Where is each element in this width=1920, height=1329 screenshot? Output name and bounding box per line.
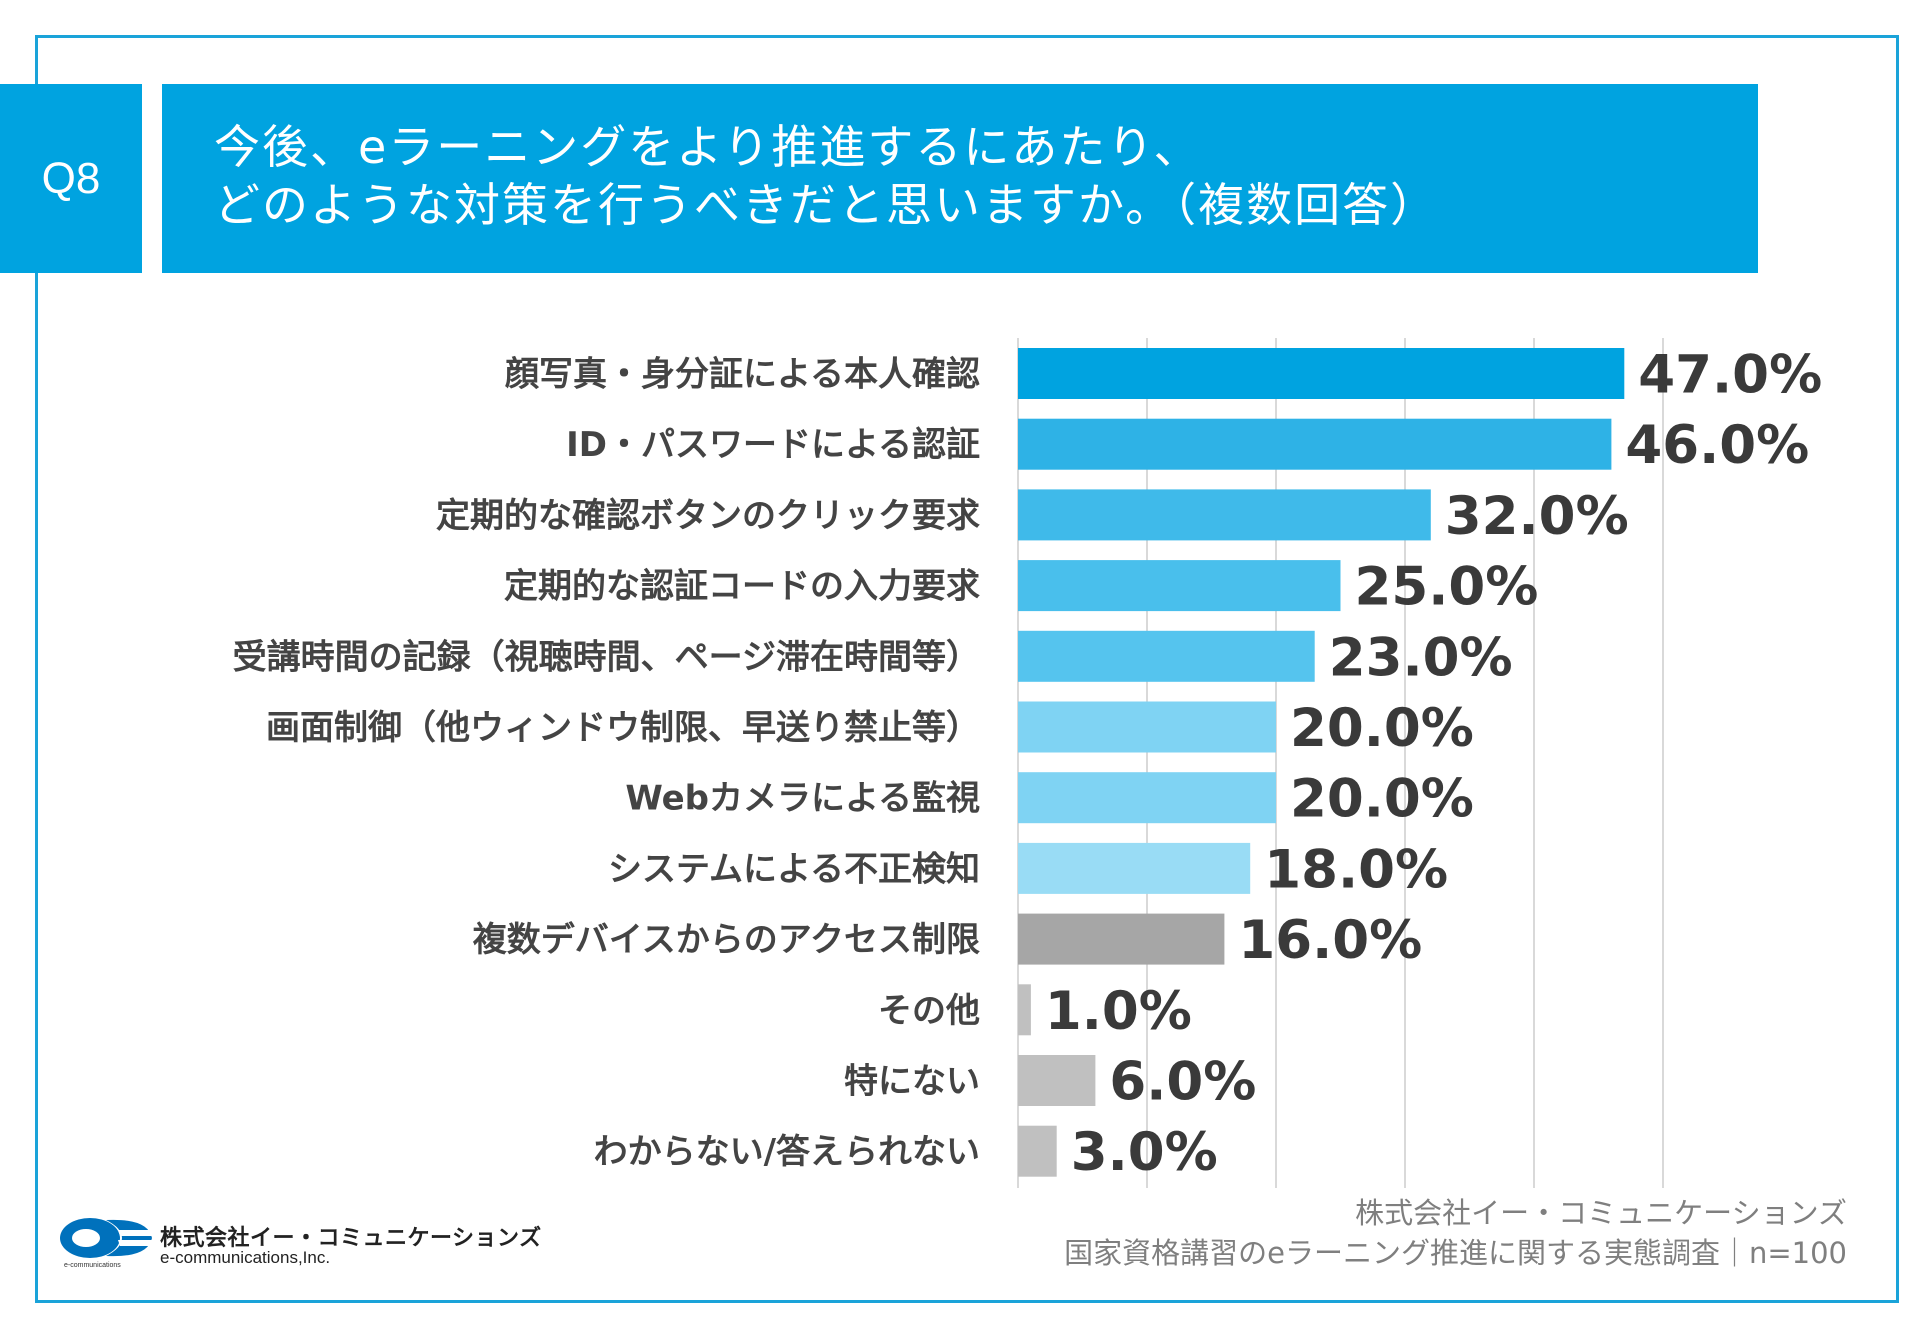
category-label: 顔写真・身分証による本人確認 <box>505 355 980 395</box>
bar <box>1018 560 1341 612</box>
company-logo: e-communications 株式会社イー・コミュニケーションズ e-com… <box>60 1216 560 1269</box>
bar <box>1018 913 1225 965</box>
value-label: 25.0% <box>1355 557 1539 618</box>
bar <box>1018 348 1625 399</box>
question-title-box: 今後、eラーニングをより推進するにあたり、 どのような対策を行うべきだと思います… <box>162 84 1758 273</box>
category-label: 受講時間の記録（視聴時間、ページ滞在時間等） <box>233 637 980 677</box>
category-label: 定期的な認証コードの入力要求 <box>504 567 980 607</box>
value-label: 3.0% <box>1071 1122 1218 1183</box>
category-label: 複数デバイスからのアクセス制限 <box>473 920 980 960</box>
category-label: ID・パスワードによる認証 <box>566 425 980 465</box>
value-label: 1.0% <box>1045 981 1192 1042</box>
value-label: 32.0% <box>1445 486 1629 547</box>
question-title-line-2: どのような対策を行うべきだと思いますか。（複数回答） <box>214 178 1439 232</box>
category-label: 画面制御（他ウィンドウ制限、早送り禁止等） <box>266 708 980 748</box>
question-number: Q8 <box>41 153 101 203</box>
value-label: 6.0% <box>1109 1052 1256 1113</box>
category-label: その他 <box>878 991 980 1031</box>
value-label: 16.0% <box>1238 910 1422 971</box>
bar <box>1018 842 1251 894</box>
bar <box>1018 489 1431 541</box>
category-label: わからない/答えられない <box>594 1132 980 1172</box>
bar <box>1018 630 1315 682</box>
logo-tiny-text: e-communications <box>64 1262 121 1269</box>
question-title-line-1: 今後、eラーニングをより推進するにあたり、 <box>214 120 1202 174</box>
value-label: 20.0% <box>1290 698 1474 759</box>
question-number-badge: Q8 <box>0 84 142 273</box>
source-company: 株式会社イー・コミュニケーションズ <box>1355 1196 1847 1230</box>
source-note: 株式会社イー・コミュニケーションズ 国家資格講習のeラーニング推進に関する実態調… <box>1064 1193 1847 1273</box>
logo-company-en: e-communications,Inc. <box>160 1248 331 1267</box>
value-label: 23.0% <box>1329 627 1513 688</box>
bar <box>1018 1055 1096 1106</box>
value-label: 47.0% <box>1638 345 1822 406</box>
bar <box>1018 984 1031 1036</box>
bar <box>1018 701 1276 753</box>
category-label: 特にない <box>844 1062 980 1102</box>
value-label: 46.0% <box>1625 415 1809 476</box>
source-survey: 国家資格講習のeラーニング推進に関する実態調査｜n=100 <box>1064 1236 1847 1270</box>
category-label: 定期的な確認ボタンのクリック要求 <box>436 496 980 536</box>
category-label: システムによる不正検知 <box>608 849 980 889</box>
value-label: 20.0% <box>1290 769 1474 830</box>
bar <box>1018 418 1612 470</box>
bar <box>1018 1125 1057 1177</box>
value-label: 18.0% <box>1264 839 1448 900</box>
frame-border <box>35 35 1899 1303</box>
category-label: Webカメラによる監視 <box>625 779 980 819</box>
bar <box>1018 772 1276 824</box>
company-logo-icon <box>60 1218 156 1258</box>
logo-company-jp: 株式会社イー・コミュニケーションズ <box>160 1226 542 1251</box>
